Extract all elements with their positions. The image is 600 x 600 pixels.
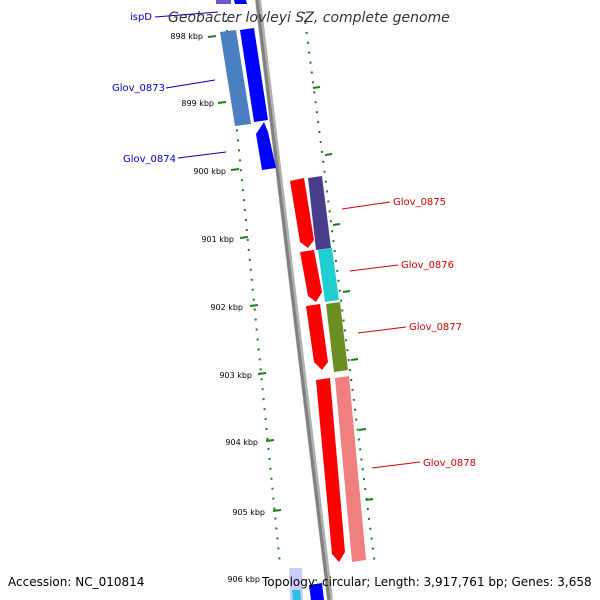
gene-label-glov-0878[interactable]: Glov_0878 (423, 458, 476, 469)
gene-label-glov-0873[interactable]: Glov_0873 (112, 83, 165, 94)
leader-line (154, 11, 219, 18)
tick-mark-right (332, 223, 341, 226)
tick-marks (207, 35, 374, 512)
leader-line (357, 326, 407, 334)
tick-mark-right (312, 86, 321, 89)
tick-label: 899 kbp (181, 99, 214, 108)
accession-label: Accession: NC_010814 (8, 575, 145, 589)
gene-label-glov-0877[interactable]: Glov_0877 (409, 322, 462, 333)
tick-label: 898 kbp (170, 32, 203, 41)
tick-label: 905 kbp (232, 508, 265, 517)
gene-feature[interactable] (316, 378, 345, 562)
tick-label: 900 kbp (193, 167, 226, 176)
gene-feature[interactable] (309, 583, 324, 600)
tick-label: 903 kbp (219, 371, 252, 380)
leader-line (371, 461, 421, 469)
gene-feature[interactable] (234, 0, 247, 4)
tick-mark-right (324, 153, 333, 156)
gene-feature[interactable] (216, 0, 231, 4)
gene-feature[interactable] (335, 376, 366, 562)
forward-strand-genes (290, 176, 366, 600)
gene-feature[interactable] (326, 302, 348, 372)
tick-mark (257, 372, 267, 375)
tick-mark-right (342, 290, 351, 293)
tick-mark (265, 439, 275, 442)
gene-label-ispd[interactable]: ispD (130, 12, 152, 23)
tick-label: 902 kbp (210, 303, 243, 312)
tick-mark-right (365, 498, 374, 501)
gene-label-glov-0875[interactable]: Glov_0875 (393, 197, 446, 208)
tick-mark (217, 101, 227, 104)
leader-line (349, 264, 399, 272)
tick-label: 904 kbp (225, 438, 258, 447)
tick-mark-right (350, 358, 359, 361)
gene-feature[interactable] (220, 30, 251, 126)
tick-label: 901 kbp (201, 235, 234, 244)
tick-mark (249, 304, 259, 307)
backbone-line (255, 0, 331, 600)
gene-feature[interactable] (290, 178, 314, 248)
gene-feature[interactable] (318, 248, 339, 302)
tick-label: 906 kbp (227, 575, 260, 584)
gene-feature[interactable] (308, 176, 331, 250)
gene-feature[interactable] (306, 304, 328, 370)
gene-label-glov-0876[interactable]: Glov_0876 (401, 260, 454, 271)
genome-summary: Topology: circular; Length: 3,917,761 bp… (262, 575, 592, 589)
tick-mark (239, 236, 249, 239)
leader-line (165, 79, 216, 89)
gene-feature[interactable] (240, 28, 268, 122)
leader-line (177, 151, 227, 159)
leader-line (341, 201, 391, 210)
gene-label-glov-0874[interactable]: Glov_0874 (123, 154, 176, 165)
tick-mark (207, 35, 217, 38)
map-title: Geobacter lovleyi SZ, complete genome (168, 10, 450, 26)
gene-feature[interactable] (300, 250, 322, 302)
gene-feature[interactable] (256, 122, 276, 170)
gene-feature[interactable] (292, 590, 301, 600)
tick-mark (272, 509, 282, 512)
tick-mark-right (358, 428, 367, 431)
reverse-strand-genes (216, 0, 303, 600)
label-leaders (154, 11, 421, 469)
tick-mark (230, 168, 240, 171)
